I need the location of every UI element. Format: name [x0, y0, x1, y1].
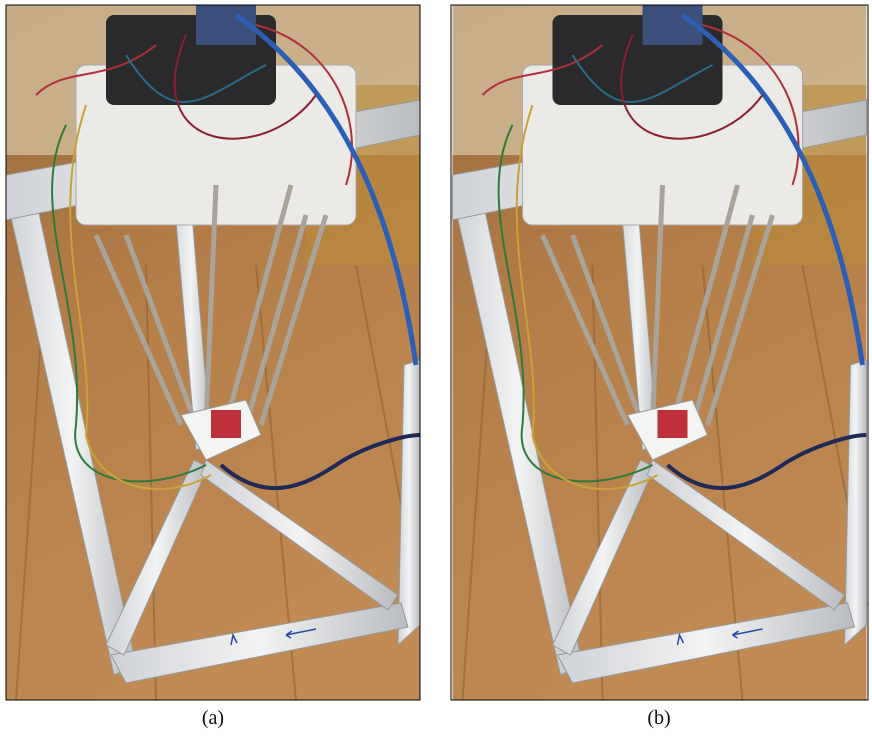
- caption: (a): [202, 707, 224, 729]
- photo-b: [450, 4, 869, 701]
- caption: (b): [647, 707, 670, 729]
- photo-a: [5, 4, 421, 701]
